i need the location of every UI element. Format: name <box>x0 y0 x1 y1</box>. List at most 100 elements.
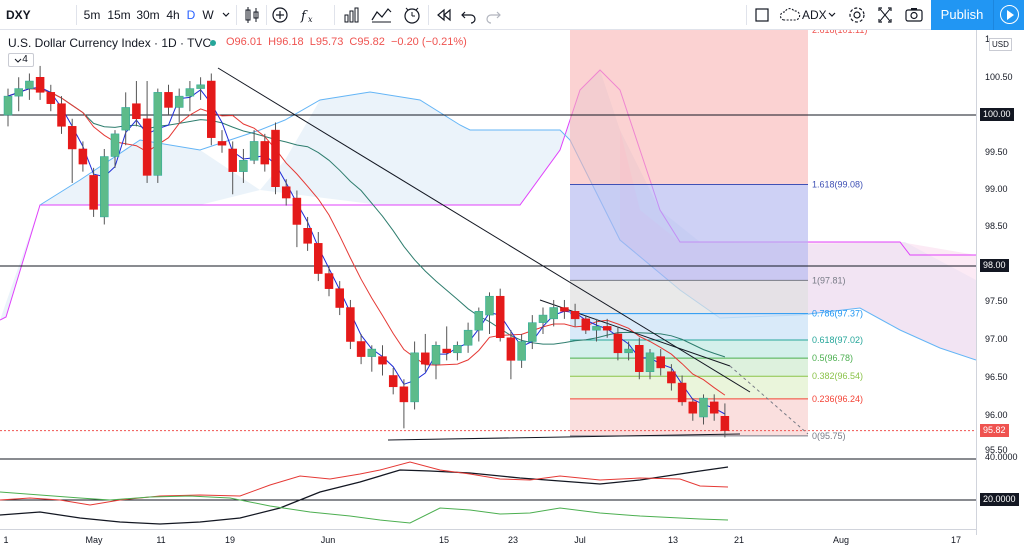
trendline-descending <box>217 67 751 393</box>
candle-body <box>324 273 334 289</box>
time-label: 17 <box>950 535 962 545</box>
gear-icon[interactable] <box>846 0 868 30</box>
candles-icon[interactable] <box>240 0 264 30</box>
candle-body <box>46 92 56 104</box>
trendline-projection <box>729 365 809 435</box>
candle-body <box>421 352 430 365</box>
candle-body <box>495 295 505 338</box>
price-scale[interactable]: 1 USD 100.50 100.00 99.50 99.00 98.50 98… <box>976 30 1024 535</box>
layout-square-icon[interactable] <box>752 0 772 30</box>
oscillator-top-label: 40.0000 <box>985 452 1018 462</box>
candle-body <box>399 386 409 403</box>
play-icon[interactable] <box>993 0 1024 30</box>
candle-body <box>249 141 259 161</box>
candle-body <box>271 129 280 187</box>
fib-level-label: 1.618(99.08) <box>812 179 863 189</box>
time-label: 19 <box>224 535 236 545</box>
alert-icon[interactable] <box>399 0 425 30</box>
candle-body <box>667 371 676 384</box>
moving-average-medium <box>7 88 726 396</box>
time-label: 15 <box>438 535 450 545</box>
candle-body <box>132 103 141 120</box>
time-label: 13 <box>667 535 679 545</box>
candle-body <box>656 356 665 369</box>
candle-body <box>549 307 558 320</box>
toolbar-divider <box>428 5 429 25</box>
ohlc-values: O96.01 H96.18 L95.73 C95.82 −0.20 (−0.21… <box>226 36 470 48</box>
symbol-search[interactable]: DXY <box>6 8 31 22</box>
candle-body <box>720 415 730 431</box>
undo-icon[interactable] <box>458 0 480 30</box>
interval-5m[interactable]: 5m <box>83 8 101 22</box>
fullscreen-icon[interactable] <box>874 0 896 30</box>
cloud-icon[interactable] <box>778 0 802 30</box>
fib-level-label: 0.382(96.54) <box>812 371 863 381</box>
time-axis[interactable]: 1 May 11 19 Jun 15 23 Jul 13 21 Aug 17 <box>0 529 976 550</box>
currency-label[interactable]: USD <box>989 38 1012 51</box>
interval-15m[interactable]: 15m <box>107 8 131 22</box>
chevron-down-icon[interactable] <box>219 0 233 30</box>
candle-body <box>528 322 537 342</box>
candle-body <box>14 88 23 97</box>
candle-body <box>35 77 45 93</box>
indicators-collapse-button[interactable]: 4 <box>8 53 34 67</box>
fib-level-label: 0.786(97.37) <box>812 309 863 319</box>
candle-body <box>367 348 377 357</box>
candle-body <box>431 345 441 365</box>
publish-button[interactable]: Publish <box>931 0 993 30</box>
candle-body <box>506 337 516 361</box>
time-label: 23 <box>507 535 519 545</box>
interval-30m[interactable]: 30m <box>136 8 160 22</box>
redo-icon[interactable] <box>482 0 504 30</box>
candle-body <box>281 186 291 199</box>
interval-4h[interactable]: 4h <box>166 8 180 22</box>
di-minus-line <box>0 491 729 524</box>
toolbar-divider <box>334 5 335 25</box>
candle-body <box>442 348 451 354</box>
close-value: C95.82 <box>349 36 385 48</box>
price-tick: 97.50 <box>985 296 1008 306</box>
camera-icon[interactable] <box>902 0 926 30</box>
time-label: May <box>85 535 103 545</box>
fib-zone-top <box>570 30 808 185</box>
add-indicator-icon[interactable] <box>268 0 292 30</box>
interval-w[interactable]: W <box>202 8 214 22</box>
fib-level-label: 0.236(96.24) <box>812 394 863 404</box>
candle-body <box>474 311 484 331</box>
price-tick: 96.50 <box>985 372 1008 382</box>
chart-title: U.S. Dollar Currency Index · 1D · TVC <box>8 36 212 50</box>
interval-d[interactable]: D <box>186 8 196 22</box>
candle-body <box>3 95 13 116</box>
time-label: Aug <box>832 535 850 545</box>
svg-text:x: x <box>308 15 313 24</box>
replay-icon[interactable] <box>432 0 456 30</box>
candle-body <box>624 348 633 354</box>
candle-body <box>602 326 612 331</box>
candle-body <box>153 92 163 176</box>
fib-level-label: 0.5(96.78) <box>812 353 853 363</box>
change-value: −0.20 (−0.21%) <box>390 36 467 48</box>
compare-symbol[interactable]: ADX <box>802 8 827 22</box>
high-value: H96.18 <box>268 36 304 48</box>
price-line-label-100: 100.00 <box>980 108 1014 121</box>
bar-chart-icon[interactable] <box>340 0 364 30</box>
chevron-down-icon[interactable] <box>826 0 838 30</box>
candle-body <box>303 228 312 244</box>
fib-level-label: 2.618(101.11) <box>812 30 867 35</box>
candle-body <box>196 84 205 89</box>
time-label: Jun <box>320 535 336 545</box>
candle-body <box>560 307 569 312</box>
candle-body <box>142 118 152 176</box>
candle-body <box>67 126 77 150</box>
trendline-channel <box>539 299 731 367</box>
time-label: 21 <box>733 535 745 545</box>
compare-icon[interactable] <box>368 0 394 30</box>
candle-body <box>463 329 473 346</box>
fib-level-label: 0(95.75) <box>812 431 846 441</box>
fib-zone-1618 <box>570 184 808 281</box>
price-line-label-98: 98.00 <box>980 259 1009 272</box>
candle-body <box>613 333 623 354</box>
price-chart[interactable]: 1.618(99.08) 1(97.81) 0.786(97.37) 0.618(97… <box>0 30 976 529</box>
